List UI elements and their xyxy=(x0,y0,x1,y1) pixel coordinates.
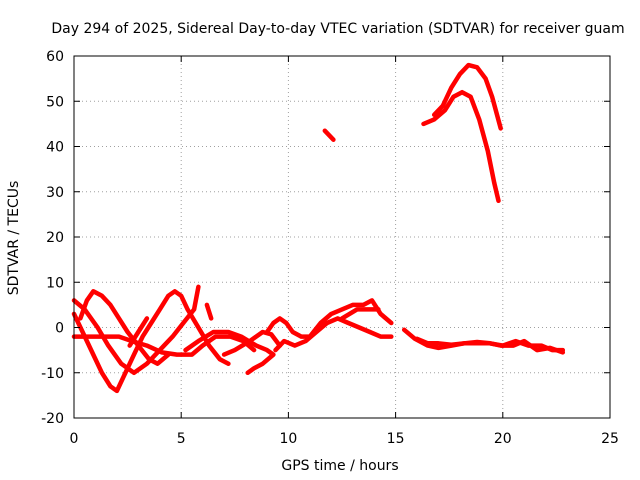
y-tick-label: 40 xyxy=(46,140,64,156)
series-track-8 xyxy=(221,329,283,357)
series-track-14 xyxy=(414,336,566,355)
y-tick-label: -20 xyxy=(41,411,64,427)
series-track-5 xyxy=(127,316,150,348)
series-layer xyxy=(71,62,566,394)
series-track-12 xyxy=(339,307,381,321)
y-tick-label: 10 xyxy=(46,275,64,291)
series-track-10 xyxy=(273,316,394,353)
x-tick-label: 20 xyxy=(494,431,512,447)
series-track-7 xyxy=(183,329,276,376)
y-tick-label: 50 xyxy=(46,94,64,110)
x-tick-label: 5 xyxy=(177,431,186,447)
chart-title: Day 294 of 2025, Sidereal Day-to-day VTE… xyxy=(51,21,624,37)
x-tick-label: 25 xyxy=(601,431,619,447)
tick-layer: 0 5 10 15 20 25 -20 -10 0 10 20 30 40 50 60 xyxy=(41,49,619,447)
y-tick-label: 60 xyxy=(46,49,64,65)
series-track-9 xyxy=(264,298,394,339)
y-tick-label: 0 xyxy=(55,321,64,337)
series-track-16 xyxy=(431,62,503,131)
y-tick-label: 30 xyxy=(46,185,64,201)
series-track-11 xyxy=(322,128,336,142)
y-tick-label: -10 xyxy=(41,366,64,382)
series-track-2 xyxy=(71,284,201,376)
series-track-15 xyxy=(421,89,501,204)
grid-layer xyxy=(74,56,610,418)
y-tick-label: 20 xyxy=(46,230,64,246)
series-track-6 xyxy=(204,302,214,321)
series-track-3 xyxy=(78,289,171,366)
series-track-1 xyxy=(71,289,231,394)
x-tick-label: 0 xyxy=(70,431,79,447)
series-track-4 xyxy=(71,334,257,357)
y-axis-label: SDTVAR / TECUs xyxy=(6,181,22,296)
x-tick-label: 15 xyxy=(387,431,405,447)
x-axis-label: GPS time / hours xyxy=(281,458,398,474)
series-track-13 xyxy=(401,327,566,353)
x-tick-label: 10 xyxy=(279,431,297,447)
